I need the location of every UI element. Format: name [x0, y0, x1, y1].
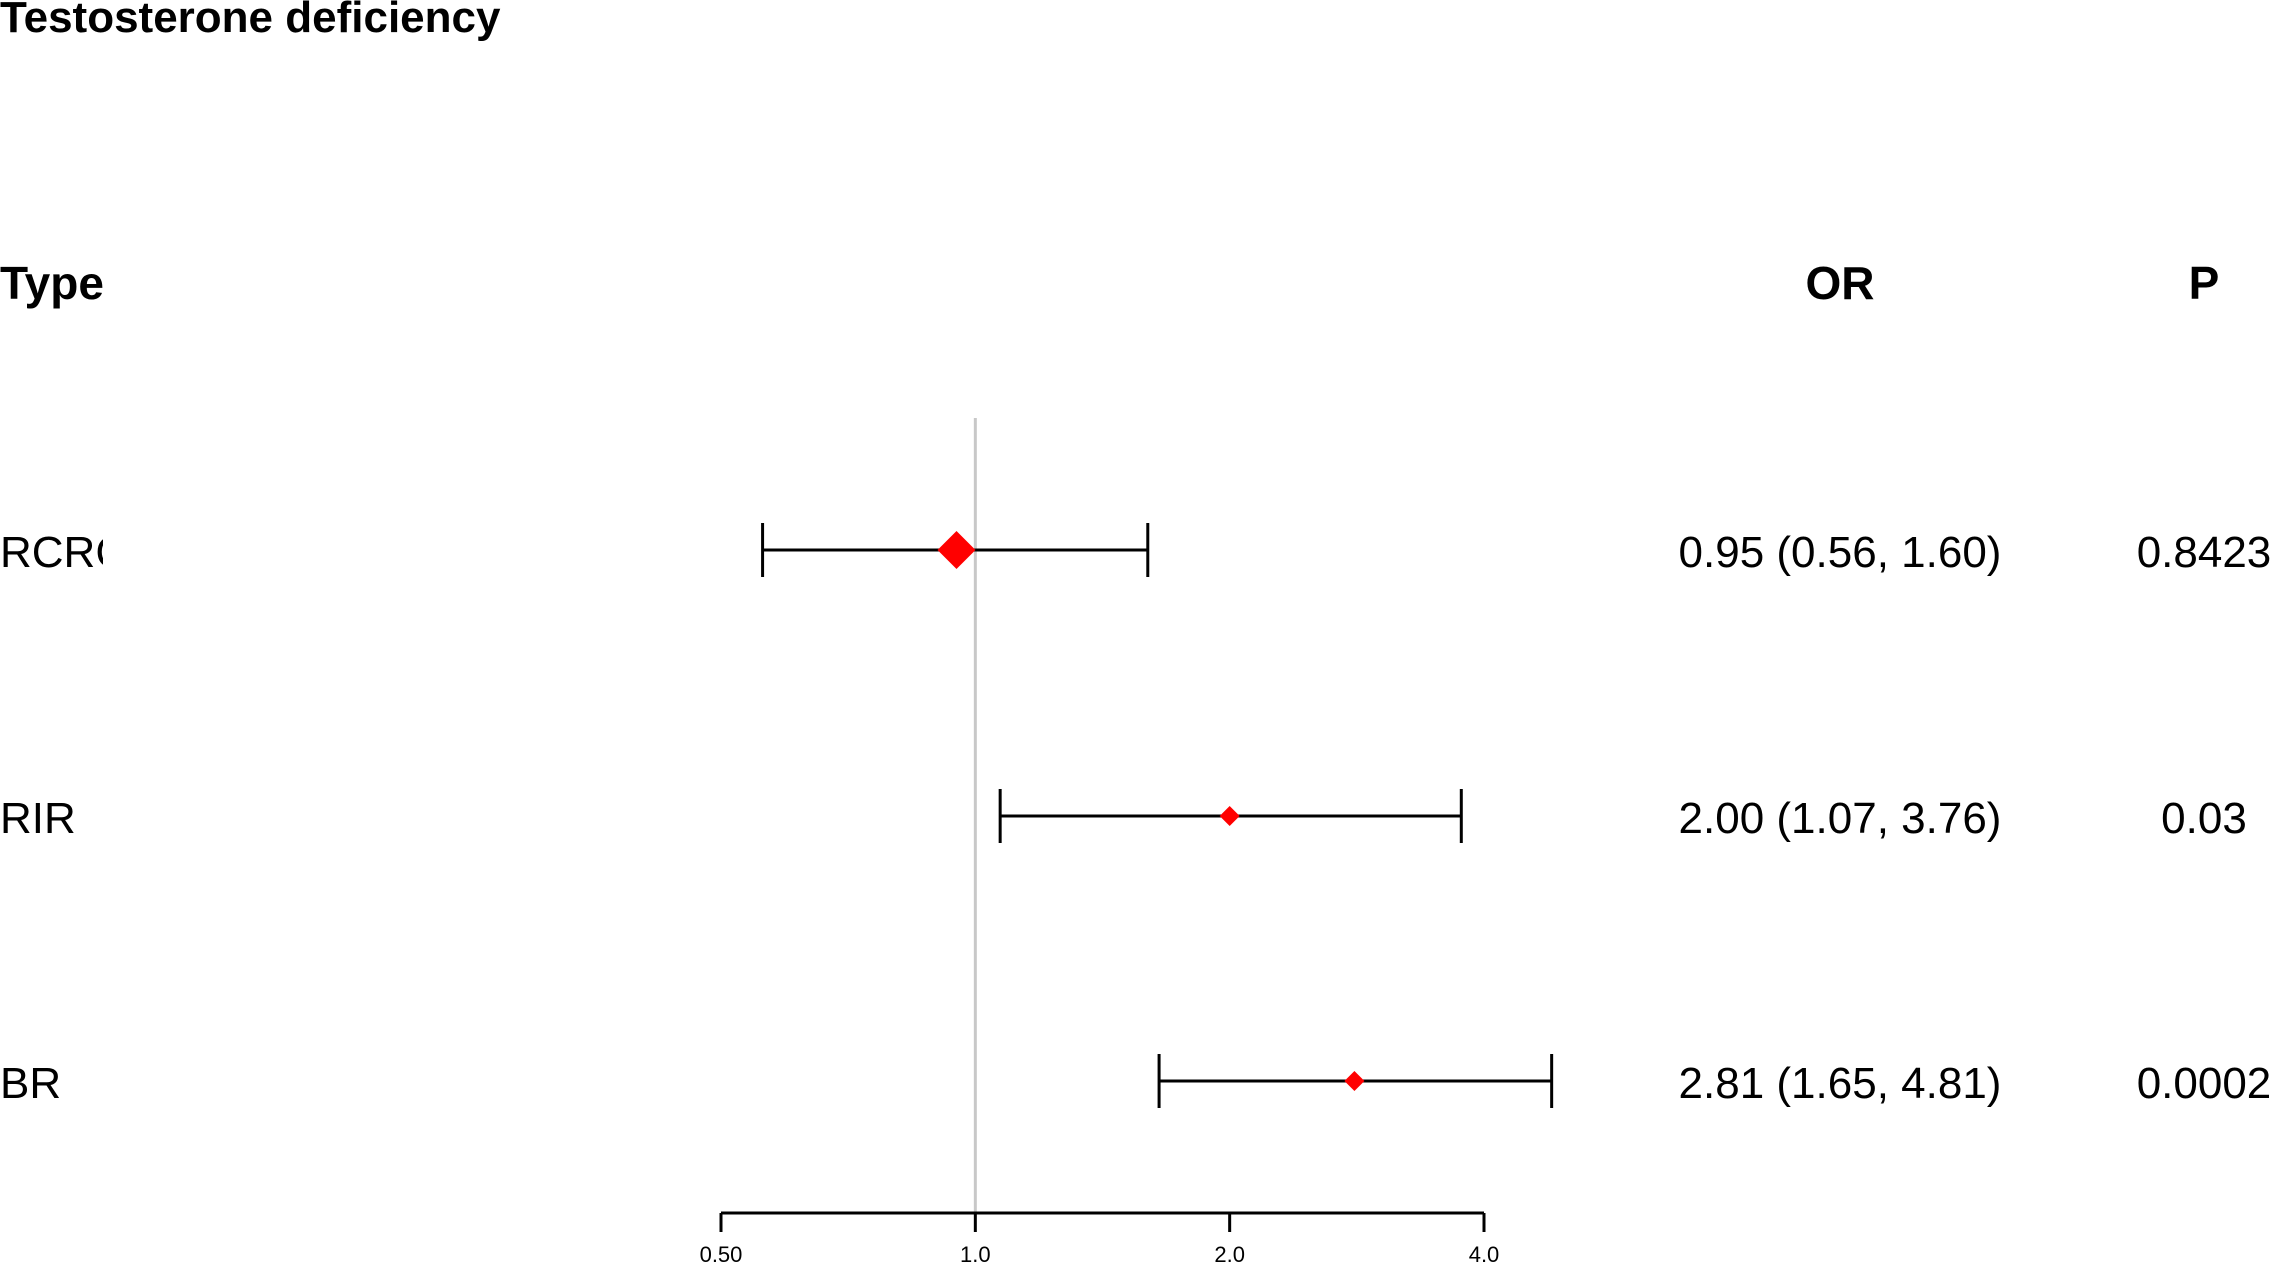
row-label: RCRC	[0, 528, 127, 577]
or-point	[937, 531, 976, 569]
p-value: 0.03	[2161, 794, 2247, 843]
p-value: 0.8423	[2137, 528, 2272, 577]
p-value: 0.0002	[2137, 1059, 2272, 1108]
chart-title: Testosterone deficiency	[0, 0, 501, 42]
or-point	[1219, 806, 1240, 826]
or-value: 0.95 (0.56, 1.60)	[1679, 528, 2002, 577]
x-tick-label: 0.50	[700, 1242, 743, 1265]
row-label: BR	[0, 1059, 61, 1108]
header-type: Type	[0, 257, 104, 309]
header-p: P	[2189, 257, 2220, 309]
plot-area: RCRC 0.95 (0.56, 1.60) 0.8423 RIR 2.00 (1.07…	[0, 418, 2271, 1265]
x-tick-label: 1.0	[960, 1242, 991, 1265]
x-tick-label: 4.0	[1469, 1242, 1500, 1265]
row-label: RIR	[0, 794, 76, 843]
or-value: 2.00 (1.07, 3.76)	[1679, 794, 2002, 843]
header-or: OR	[1806, 257, 1875, 309]
x-tick-label: 2.0	[1214, 1242, 1245, 1265]
or-value: 2.81 (1.65, 4.81)	[1679, 1059, 2002, 1108]
or-point	[1344, 1071, 1365, 1091]
